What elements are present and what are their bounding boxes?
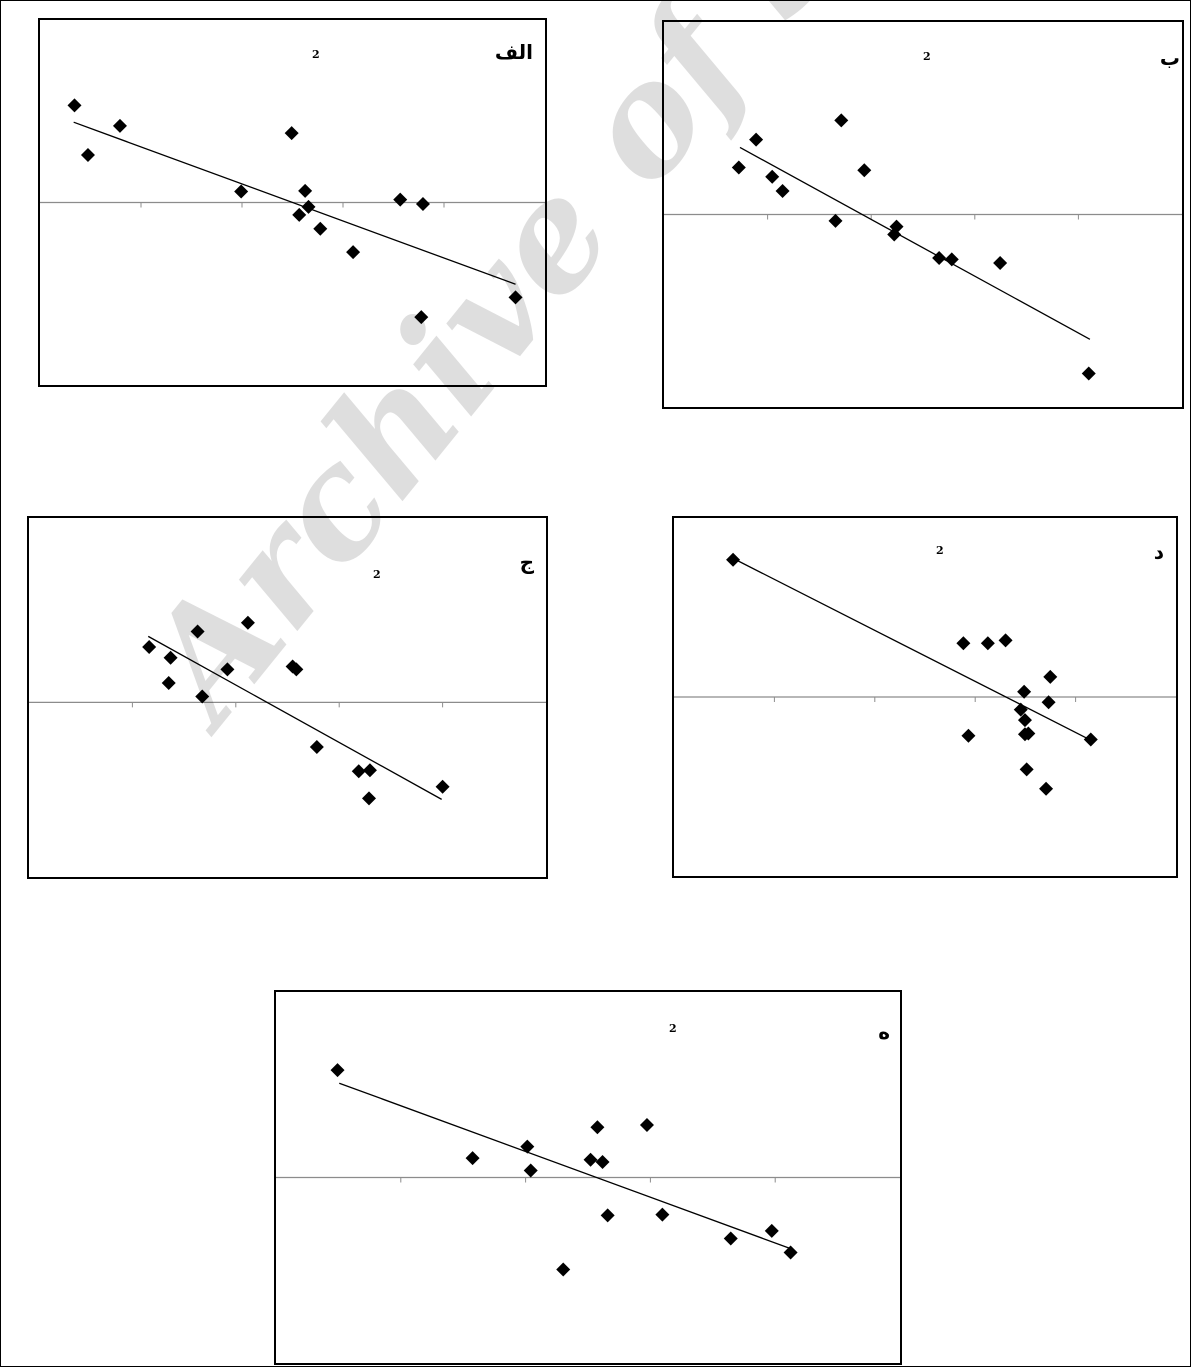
data-point-marker [764,1223,779,1238]
chart-plot-he [276,1063,900,1277]
r-squared-label: 2 [669,1022,677,1035]
trend-line [73,121,516,285]
chart-panel-alef: 2 الف [38,18,547,387]
data-point-marker [1019,762,1034,777]
data-point-marker [190,624,205,639]
chart-panel-be: 2 ب [662,20,1184,409]
chart-plot-be [664,113,1182,381]
chart-plot-jim [29,615,546,806]
data-point-marker [351,764,366,779]
data-point-marker [67,98,82,113]
r-squared-label: 2 [312,48,320,61]
chart-plot-alef [40,98,545,325]
data-point-marker [980,636,995,651]
data-point-marker [857,163,872,178]
chart-plot-dal [674,552,1176,796]
panel-label-he: ه [878,1020,890,1044]
data-point-marker [834,113,849,128]
data-point-marker [590,1120,605,1135]
data-point-marker [1017,684,1032,699]
data-point-marker [944,252,959,267]
data-point-marker [220,662,235,677]
data-point-marker [998,633,1013,648]
r-squared-label: 2 [923,50,931,63]
data-point-marker [284,126,299,141]
data-point-marker [993,255,1008,270]
data-point-marker [240,615,255,630]
data-point-marker [301,199,316,214]
data-point-marker [80,148,95,163]
data-point-marker [415,196,430,211]
data-point-marker [112,118,127,133]
data-point-marker [1083,732,1098,747]
data-point-marker [362,791,377,806]
data-point-marker [961,728,976,743]
data-point-marker [289,662,304,677]
data-point-marker [775,183,790,198]
data-point-marker [520,1139,535,1154]
data-point-marker [330,1063,345,1078]
data-point-marker [556,1262,571,1277]
data-point-marker [583,1152,598,1167]
chart-panel-jim: 2 ج [27,516,548,879]
data-point-marker [142,640,157,655]
panel-label-dal: د [1153,540,1164,564]
data-point-marker [932,250,947,265]
trend-line [339,1082,791,1250]
data-point-marker [956,636,971,651]
r-squared-label: 2 [936,544,944,557]
data-point-marker [195,689,210,704]
data-point-marker [828,213,843,228]
trend-line [147,635,442,800]
panel-label-jim: ج [519,550,534,574]
data-point-marker [655,1207,670,1222]
data-point-marker [723,1231,738,1246]
chart-panel-he: 2 ه [274,990,902,1365]
data-point-marker [1013,702,1028,717]
data-point-marker [726,552,741,567]
data-point-marker [1041,695,1056,710]
data-point-marker [309,739,324,754]
data-point-marker [234,184,249,199]
data-point-marker [783,1245,798,1260]
chart-panel-dal: 2 د [672,516,1178,878]
data-point-marker [465,1151,480,1166]
data-point-marker [889,219,904,234]
data-point-marker [1021,726,1036,741]
data-point-marker [161,675,176,690]
data-point-marker [1043,669,1058,684]
data-point-marker [414,310,429,325]
data-point-marker [163,650,178,665]
panel-label-alef: الف [494,40,533,64]
data-point-marker [639,1117,654,1132]
data-point-marker [765,169,780,184]
panel-label-be: ب [1159,46,1180,70]
data-point-marker [393,192,408,207]
data-point-marker [346,245,361,260]
data-point-marker [1017,713,1032,728]
data-point-marker [362,763,377,778]
r-squared-label: 2 [373,568,381,581]
data-point-marker [508,290,523,305]
data-point-marker [595,1155,610,1170]
data-point-marker [292,207,307,222]
trend-line [736,559,1087,739]
data-point-marker [523,1163,538,1178]
trend-line [739,146,1091,340]
data-point-marker [313,221,328,236]
data-point-marker [1081,366,1096,381]
data-point-marker [749,132,764,147]
data-point-marker [298,183,313,198]
data-point-marker [600,1208,615,1223]
data-point-marker [435,779,450,794]
data-point-marker [1039,781,1054,796]
data-point-marker [731,160,746,175]
